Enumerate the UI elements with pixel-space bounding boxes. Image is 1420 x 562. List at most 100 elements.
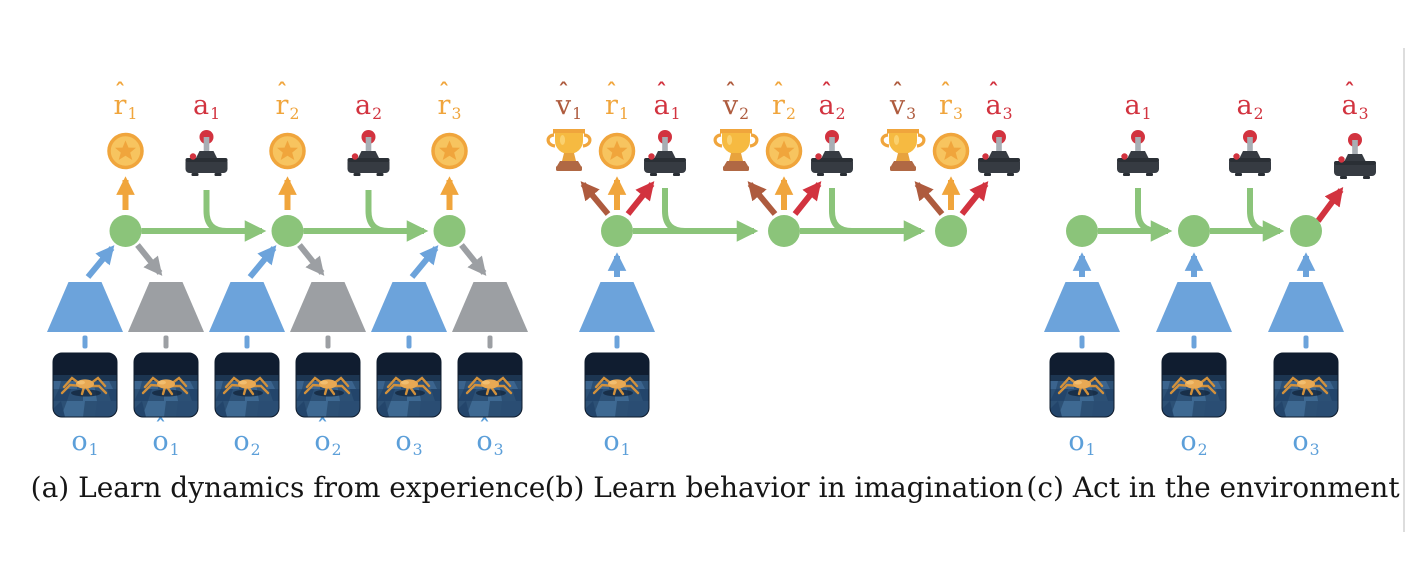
label-obs-3: o3: [1292, 426, 1320, 459]
action-arrow: [1315, 187, 1344, 223]
reward-icon: [932, 132, 970, 170]
decoder-trapezoid-icon: [452, 282, 528, 332]
observation-thumbnail: [53, 353, 117, 417]
encoder-trapezoid-icon: [579, 282, 655, 332]
encoder-trapezoid-icon: [47, 282, 123, 332]
value-arrow: [747, 181, 778, 216]
observation-thumbnail: [458, 353, 522, 417]
action-arrow: [625, 181, 655, 216]
caption-panel-c: (c) Act in the environment: [1026, 471, 1400, 504]
label-action-2: a2: [354, 90, 383, 123]
action-input-connector: [1135, 188, 1168, 234]
panel-c: [1044, 130, 1376, 417]
decoder-trapezoid-icon: [290, 282, 366, 332]
encoder-trapezoid-icon: [1156, 282, 1232, 332]
trophy-icon: [546, 127, 592, 173]
joystick-icon: [1334, 133, 1376, 179]
latent-state-node: [433, 215, 466, 247]
connector-dash: [1303, 335, 1309, 349]
decode-arrow: [135, 243, 163, 276]
label-action-2: a2: [1236, 90, 1264, 123]
connector-dash: [1079, 335, 1085, 349]
label-obs-3: o3: [395, 426, 423, 459]
reward-icon: [107, 132, 144, 170]
label-obs-1: o1: [603, 426, 631, 459]
connector-dash: [1191, 335, 1197, 349]
observation-thumbnail: [1274, 353, 1338, 417]
label-obs-2: o2: [1180, 426, 1208, 459]
joystick-icon: [1117, 130, 1159, 176]
connector-dash: [487, 335, 493, 349]
latent-state-node: [601, 215, 633, 247]
joystick-icon: [811, 130, 853, 176]
joystick-icon: [978, 130, 1020, 176]
observation-thumbnail: [296, 353, 360, 417]
encoder-trapezoid-icon: [1044, 282, 1120, 332]
trophy-icon: [713, 127, 759, 173]
action-input-connector: [1247, 188, 1280, 234]
decode-arrow: [459, 243, 487, 276]
reward-icon: [431, 132, 468, 170]
observation-thumbnail: [215, 353, 279, 417]
label-obs-2: o2: [233, 426, 261, 459]
action-input-connector: [829, 188, 877, 234]
encoder-trapezoid-icon: [371, 282, 447, 332]
encoder-trapezoid-icon: [209, 282, 285, 332]
connector-dash: [163, 335, 169, 349]
latent-state-node: [1290, 215, 1322, 247]
reward-icon: [598, 132, 636, 170]
action-input-connector: [203, 190, 252, 234]
action-arrow: [792, 181, 822, 216]
observation-thumbnail: [377, 353, 441, 417]
value-arrow: [580, 181, 611, 216]
panel-a: [47, 130, 528, 417]
encode-arrow: [247, 245, 277, 279]
encoder-trapezoid-icon: [1268, 282, 1344, 332]
observation-thumbnail: [134, 353, 198, 417]
label-action-1: a1: [192, 90, 221, 123]
caption-panel-b: (b) Learn behavior in imagination: [544, 471, 1024, 504]
connector-dash: [82, 335, 88, 349]
connector-dash: [406, 335, 412, 349]
connector-dash: [325, 335, 331, 349]
page-edge-line: [1403, 48, 1405, 532]
joystick-icon: [644, 130, 686, 176]
latent-state-node: [768, 215, 800, 247]
reward-icon: [269, 132, 306, 170]
joystick-icon: [347, 130, 390, 176]
connector-dash: [614, 335, 620, 349]
latent-state-node: [935, 215, 967, 247]
decoder-trapezoid-icon: [128, 282, 204, 332]
joystick-icon: [185, 130, 228, 176]
value-arrow: [914, 181, 945, 216]
latent-state-node: [271, 215, 304, 247]
decode-arrow: [297, 243, 325, 276]
panel-b: [546, 127, 1020, 417]
label-action-1: a1: [1124, 90, 1152, 123]
connector-dash: [244, 335, 250, 349]
encode-arrow: [409, 245, 439, 279]
latent-state-node: [109, 215, 142, 247]
action-arrow: [959, 181, 989, 216]
joystick-icon: [1229, 130, 1271, 176]
action-input-connector: [662, 188, 710, 234]
observation-thumbnail: [1162, 353, 1226, 417]
trophy-icon: [880, 127, 926, 173]
latent-state-node: [1178, 215, 1210, 247]
encode-arrow: [85, 245, 115, 279]
